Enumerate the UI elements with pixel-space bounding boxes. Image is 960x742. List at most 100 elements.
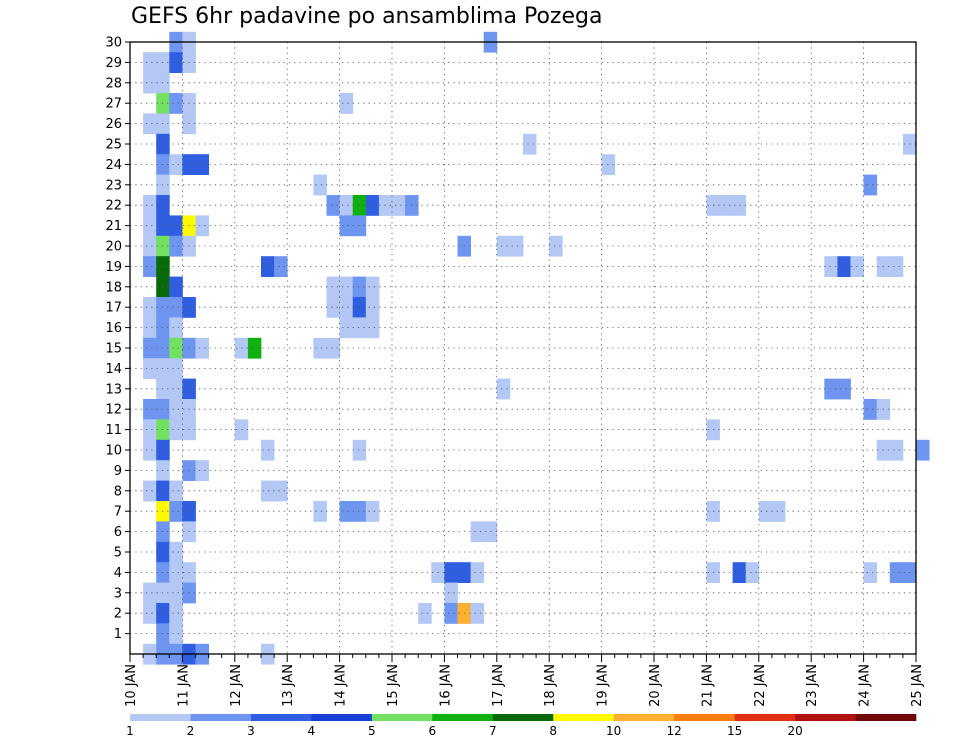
heatmap-cell-member-7: [313, 501, 327, 522]
heatmap-cell-member-5: [169, 541, 183, 563]
colorbar-swatch: [130, 714, 191, 721]
x-tick-label: 16 JAN: [438, 664, 453, 707]
heatmap-cell-member-18: [326, 276, 340, 298]
heatmap-cell-member-19: [274, 256, 288, 277]
colorbar-swatch: [734, 714, 796, 721]
x-tick-label: 19 JAN: [596, 664, 611, 707]
heatmap-cell-member-4: [889, 562, 904, 583]
heatmap-cell-member-2: [444, 603, 458, 624]
heatmap-cell-member-21: [352, 215, 367, 237]
colorbar-label: 8: [549, 724, 557, 738]
y-tick-label: 23: [105, 178, 122, 193]
heatmap-cell-member-7: [352, 501, 367, 522]
heatmap-cell-member-24: [601, 154, 616, 175]
colorbar-swatch: [855, 714, 917, 721]
colorbar-swatch: [250, 714, 312, 721]
heatmap-cell-member-7: [758, 501, 773, 522]
colorbar-swatch: [492, 714, 554, 721]
heatmap-cell-member-16: [365, 317, 380, 339]
y-tick-label: 2: [114, 607, 122, 622]
heatmap-cell-member-12: [863, 399, 878, 420]
heatmap-cell-member-2: [169, 603, 183, 624]
colorbar-label: 1: [126, 724, 134, 738]
heatmap-cell-member-7: [169, 501, 183, 522]
x-tick-label: 12 JAN: [229, 664, 244, 707]
heatmap-cell-member-6: [470, 521, 485, 543]
heatmap-cell-member-8: [274, 480, 288, 502]
heatmap-cell-member-23: [313, 174, 327, 196]
x-tick-label: 24 JAN: [858, 664, 873, 707]
colorbar-label: 5: [368, 724, 376, 738]
heatmap-cell-member-22: [326, 195, 340, 216]
heatmap-cell-member-14: [169, 358, 183, 379]
heatmap-cell-member-17: [143, 297, 157, 318]
y-tick-label: 1: [114, 627, 122, 642]
colorbar-swatch: [613, 714, 675, 721]
colorbar-label: 2: [187, 724, 195, 738]
heatmap-cell-member-21: [143, 215, 157, 237]
heatmap-cell-member-8: [143, 480, 157, 502]
heatmap-cell-member-21: [195, 215, 209, 237]
heatmap-cell-member-10: [352, 439, 367, 461]
y-tick-label: 7: [114, 505, 122, 520]
y-tick-label: 25: [105, 138, 122, 153]
heatmap-cell-member-8: [169, 480, 183, 502]
x-tick-label: 15 JAN: [386, 664, 401, 707]
y-tick-label: 19: [105, 260, 122, 275]
y-tick-label: 22: [105, 199, 122, 214]
y-tick-label: 12: [105, 403, 122, 418]
heatmap-cell-member-13: [169, 378, 183, 400]
x-tick-label: 13 JAN: [281, 664, 296, 707]
heatmap-cell-member-18: [352, 276, 367, 298]
y-tick-label: 30: [105, 36, 122, 51]
heatmap-cell-member-29: [143, 52, 157, 73]
y-axis: 1234567891011121314151617181920212223242…: [105, 36, 130, 642]
x-tick-label: 25 JAN: [910, 664, 925, 707]
heatmap-cell-member-4: [444, 562, 458, 583]
x-axis: 10 JAN 11 JAN 12 JAN 13 JAN 14 JAN 15 JAN 16 J…: [124, 654, 925, 707]
heatmap-cell-member-17: [365, 297, 380, 318]
y-tick-label: 18: [105, 280, 122, 295]
colorbar-legend: 1 2 3 4 5 6 7 8 10 12 15 20: [126, 714, 917, 738]
y-tick-label: 10: [105, 444, 122, 459]
heatmap-cell-member-15: [195, 337, 209, 359]
x-tick-label: 17 JAN: [491, 664, 506, 707]
colorbar-label: 3: [247, 724, 255, 738]
heatmap-cell-member-22: [392, 195, 406, 216]
heatmap-cell-member-12: [169, 399, 183, 420]
colorbar-swatch: [795, 714, 856, 721]
heatmap-cell-member-20: [509, 235, 524, 257]
heatmap-cell-member-13: [837, 378, 851, 400]
heatmap-cell-member-15: [169, 337, 183, 359]
heatmap-cell-member-24: [169, 154, 183, 175]
y-tick-label: 6: [114, 525, 122, 540]
heatmap-cell-member-22: [365, 195, 380, 216]
heatmap-cell-member-10: [261, 439, 275, 461]
heatmap-cell-member-9: [195, 460, 209, 481]
heatmap-cell-member-7: [339, 501, 354, 522]
y-tick-label: 13: [105, 382, 122, 397]
heatmap-cell-member-11: [143, 419, 157, 441]
y-tick-label: 4: [114, 566, 122, 581]
heatmap-cell-member-17: [352, 297, 367, 318]
colorbar-label: 6: [428, 724, 436, 738]
heatmap-cell-member-3: [143, 582, 157, 604]
heatmap-cell-member-16: [352, 317, 367, 339]
y-tick-label: 3: [114, 586, 122, 601]
x-tick-label: 14 JAN: [334, 664, 349, 707]
heatmap-cell-member-28: [143, 72, 157, 94]
heatmap-cell-member-22: [732, 195, 747, 216]
heatmap-cell-member-18: [365, 276, 380, 298]
y-tick-label: 9: [114, 464, 122, 479]
heatmap-cell-member-17: [326, 297, 340, 318]
y-tick-label: 24: [105, 158, 122, 173]
heatmap-cell-member-16: [339, 317, 354, 339]
y-tick-label: 14: [105, 362, 122, 377]
colorbar-swatch: [674, 714, 735, 721]
heatmap-cell-member-22: [719, 195, 733, 216]
x-tick-label: 10 JAN: [124, 664, 139, 707]
heatmap-cell-member-11: [169, 419, 183, 441]
y-tick-label: 8: [114, 484, 122, 499]
y-tick-label: 27: [105, 97, 122, 112]
heatmap-cell-member-19: [143, 256, 157, 277]
